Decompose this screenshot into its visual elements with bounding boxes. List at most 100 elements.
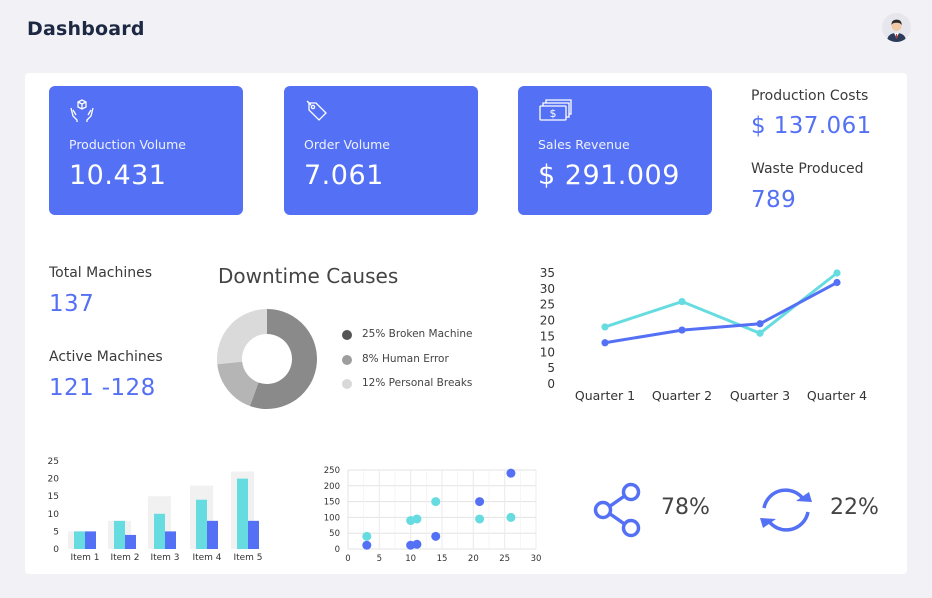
avatar-icon [882,13,911,42]
scatter-chart: 0 5 10 15 20 25 30 0 50 100 150 200 250 [324,466,542,564]
downtime-donut-chart [217,309,317,409]
total-machines-value: 137 [49,291,95,317]
x-tick-label: Item 4 [192,553,221,563]
y-tick-label: 0 [335,545,340,555]
hands-box-icon [69,98,95,124]
y-tick-label: 10 [540,345,555,359]
bar-cyan [196,499,207,549]
bar-cyan [114,520,125,549]
x-tick-label: Item 3 [150,553,179,563]
y-tick-label: 5 [53,527,59,537]
downtime-title: Downtime Causes [218,264,399,288]
x-tick-label: 30 [531,554,542,564]
x-tick-label: 25 [499,554,510,564]
data-point [678,326,686,334]
data-point [833,269,841,277]
scatter-point [431,497,441,507]
items-bar-chart: 0 5 10 15 20 25 Item 1 Item 2 Item 3 Item 4 Item 5 [48,457,263,563]
scatter-point [475,497,485,507]
y-tick-label: 20 [540,314,555,328]
y-tick-label: 15 [48,492,59,502]
refresh-percent: 22% [830,495,879,520]
order-volume-card[interactable]: Order Volume 7.061 [284,86,478,215]
share-icon[interactable] [592,482,644,538]
y-tick-label: 30 [540,282,555,296]
x-tick-label: Quarter 1 [575,388,635,403]
waste-produced-value: 789 [751,187,797,213]
data-point [756,329,764,337]
y-tick-label: 25 [540,298,555,312]
production-costs-value: $ 137.061 [751,113,872,139]
x-tick-label: Quarter 3 [730,388,790,403]
legend-text: 8% Human Error [362,353,449,365]
card-label: Order Volume [304,137,390,152]
user-avatar[interactable] [882,13,911,42]
x-tick-label: 5 [377,554,382,564]
y-tick-label: 15 [540,329,555,343]
share-percent: 78% [661,495,710,520]
data-point [678,297,686,306]
card-label: Production Volume [69,137,186,152]
card-value: 10.431 [69,160,167,191]
y-tick-label: 35 [540,266,555,280]
production-costs-label: Production Costs [751,88,869,104]
waste-produced-label: Waste Produced [751,161,864,177]
bar-cyan [74,531,85,549]
production-volume-card[interactable]: Production Volume 10.431 [49,86,243,215]
bar-blue [85,531,96,549]
sales-revenue-card[interactable]: $ Sales Revenue $ 291.009 [518,86,712,215]
scatter-point [362,540,372,550]
series-line [604,271,838,335]
data-point [833,278,841,287]
y-tick-label: 25 [48,457,59,467]
bar-blue [207,520,218,549]
data-point [601,323,609,331]
bar-blue [125,534,136,549]
y-tick-label: 250 [324,466,340,476]
series-line [604,281,838,345]
card-value: $ 291.009 [538,160,680,191]
active-machines-label: Active Machines [49,349,163,365]
y-tick-label: 150 [324,498,340,508]
scatter-point [506,512,516,522]
x-tick-label: Item 2 [110,553,139,563]
scatter-point [412,539,422,549]
x-tick-label: 15 [437,554,448,564]
x-tick-label: Quarter 4 [807,388,867,403]
legend-text: 25% Broken Machine [362,328,473,340]
x-tick-label: Item 5 [233,553,262,563]
refresh-icon[interactable] [752,482,820,538]
scatter-point [475,514,485,524]
y-tick-label: 0 [547,377,555,391]
y-tick-label: 50 [329,529,340,539]
data-point [601,339,609,347]
legend-dot [342,330,352,340]
bar-cyan [154,513,165,549]
legend-text: 12% Personal Breaks [362,377,473,389]
x-tick-label: 20 [468,554,479,564]
scatter-point [412,514,422,524]
y-tick-label: 5 [547,361,555,375]
page-title: Dashboard [27,18,145,40]
donut-slice [217,361,259,406]
money-stack-icon: $ [538,98,572,124]
y-tick-label: 200 [324,482,340,492]
x-tick-label: 10 [405,554,416,564]
y-tick-label: 100 [324,513,340,523]
header: Dashboard [0,0,932,62]
donut-slice [249,309,317,409]
x-tick-label: Item 1 [70,553,99,563]
legend-dot [342,355,352,365]
active-machines-value: 121 -128 [49,375,156,401]
y-tick-label: 0 [53,545,59,555]
donut-slice [217,309,267,365]
card-value: 7.061 [304,160,384,191]
y-tick-label: 20 [48,475,60,485]
svg-text:$: $ [550,107,557,120]
total-machines-label: Total Machines [49,265,153,281]
tag-icon [304,98,330,124]
x-tick-label: 0 [345,554,350,564]
legend-dot [342,379,352,389]
scatter-point [506,468,516,478]
